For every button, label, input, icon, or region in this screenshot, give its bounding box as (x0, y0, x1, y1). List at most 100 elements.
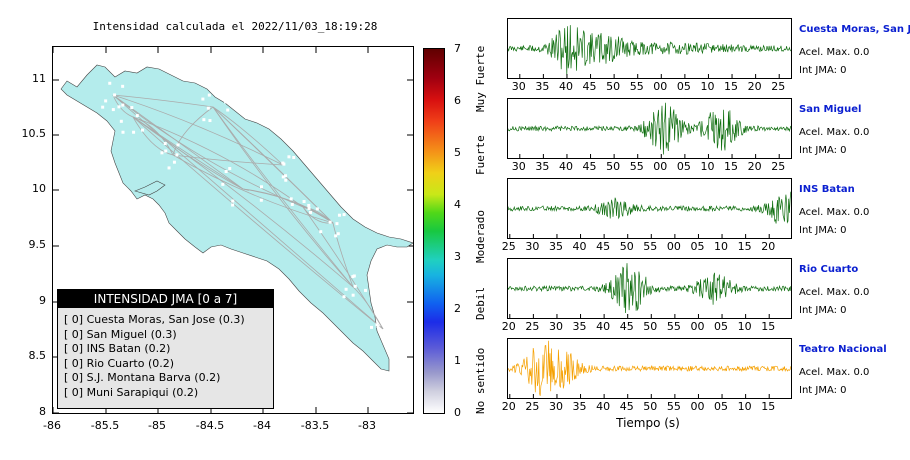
city-marker (160, 151, 164, 155)
road-line (302, 206, 384, 330)
city-marker (336, 232, 340, 236)
city-marker (163, 142, 167, 146)
time-tick: 35 (535, 160, 550, 173)
seismogram-panel[interactable] (507, 18, 792, 79)
city-marker (167, 166, 171, 170)
seismogram-panel[interactable] (507, 258, 792, 319)
city-marker (132, 130, 136, 134)
time-tick: 30 (511, 80, 526, 93)
station-max-acceleration: Acel. Max. 0.0 (799, 47, 870, 58)
city-marker (334, 234, 338, 238)
city-marker (309, 210, 313, 214)
colorbar-tick: 5 (454, 146, 461, 159)
road-line (132, 116, 174, 156)
city-marker (130, 106, 134, 110)
city-marker (344, 287, 348, 291)
city-marker (302, 200, 306, 204)
city-marker (207, 93, 211, 97)
station-max-acceleration: Acel. Max. 0.0 (799, 127, 870, 138)
city-marker (119, 119, 123, 123)
city-marker (351, 293, 355, 297)
station-name[interactable]: Teatro Nacional (799, 344, 887, 355)
seismogram-trace (508, 263, 791, 314)
city-marker (375, 323, 379, 327)
city-marker (315, 207, 319, 211)
time-tick: 30 (511, 160, 526, 173)
time-tick: 35 (572, 400, 587, 413)
time-tick: 10 (737, 320, 752, 333)
road-line (212, 106, 334, 224)
city-marker (141, 128, 145, 132)
time-tick: 55 (629, 80, 644, 93)
time-tick: 15 (724, 160, 739, 173)
city-marker (226, 108, 230, 112)
longitude-tick: -83 (358, 419, 376, 432)
city-marker (369, 325, 373, 329)
city-marker (202, 118, 206, 122)
city-marker (352, 274, 356, 278)
city-marker (111, 108, 115, 112)
road-line (212, 106, 284, 166)
time-tick: 05 (690, 240, 705, 253)
time-tick: 15 (761, 400, 776, 413)
time-tick: 55 (666, 400, 681, 413)
legend-item: [ 0] S.J. Montana Barva (0.2) (64, 371, 221, 384)
latitude-tick: 8.5 (28, 349, 47, 362)
longitude-tick: -84.5 (195, 419, 225, 432)
road-line (172, 106, 214, 156)
station-jma-intensity: Int JMA: 0 (799, 305, 847, 316)
city-marker (281, 161, 285, 165)
time-tick: 05 (714, 320, 729, 333)
station-name[interactable]: Cuesta Moras, San Jose (799, 24, 910, 35)
time-tick: 25 (771, 80, 786, 93)
city-marker (307, 203, 311, 207)
road-line (132, 116, 244, 190)
station-max-acceleration: Acel. Max. 0.0 (799, 367, 870, 378)
city-marker (224, 170, 228, 174)
seismogram-panel[interactable] (507, 98, 792, 159)
time-tick: 15 (724, 80, 739, 93)
seismogram-panel[interactable] (507, 338, 792, 399)
station-name[interactable]: Rio Cuarto (799, 264, 859, 275)
legend-list: [ 0] Cuesta Moras, San Jose (0.3) [ 0] S… (58, 308, 273, 400)
colorbar-tick: 3 (454, 250, 461, 263)
station-jma-intensity: Int JMA: 0 (799, 385, 847, 396)
city-marker (231, 199, 235, 203)
longitude-tick: -86 (43, 419, 61, 432)
longitude-tick: -85.5 (90, 419, 120, 432)
time-tick: 20 (747, 80, 762, 93)
city-marker (221, 182, 225, 186)
legend-item: [ 0] INS Batan (0.2) (64, 342, 171, 355)
intensity-colorbar (423, 48, 445, 414)
city-marker (319, 230, 323, 234)
time-tick: 40 (558, 160, 573, 173)
latitude-tick: 11 (32, 72, 46, 85)
time-tick: 00 (690, 320, 705, 333)
time-tick: 20 (761, 240, 776, 253)
legend-item: [ 0] San Miguel (0.3) (64, 327, 177, 341)
time-tick: 05 (676, 80, 691, 93)
seismogram-trace (508, 102, 791, 155)
city-marker (394, 333, 398, 337)
city-marker (289, 197, 293, 201)
time-tick: 45 (619, 400, 634, 413)
city-marker (231, 203, 235, 207)
city-marker (176, 143, 180, 147)
time-tick: 20 (501, 320, 516, 333)
colorbar-tick: 7 (454, 42, 461, 55)
city-marker (287, 155, 291, 159)
time-tick: 55 (666, 320, 681, 333)
seismogram-panel[interactable] (507, 178, 792, 239)
colorbar-tick: 4 (454, 198, 461, 211)
time-tick: 00 (690, 400, 705, 413)
city-marker (113, 93, 117, 97)
longitude-tick: -85 (148, 419, 166, 432)
road-line (242, 188, 334, 224)
latitude-tick: 10 (32, 182, 46, 195)
time-tick: 40 (596, 400, 611, 413)
road-line (212, 106, 354, 288)
station-name[interactable]: INS Batan (799, 184, 855, 195)
city-marker (108, 81, 112, 85)
latitude-tick: 10.5 (21, 127, 47, 140)
station-name[interactable]: San Miguel (799, 104, 862, 115)
